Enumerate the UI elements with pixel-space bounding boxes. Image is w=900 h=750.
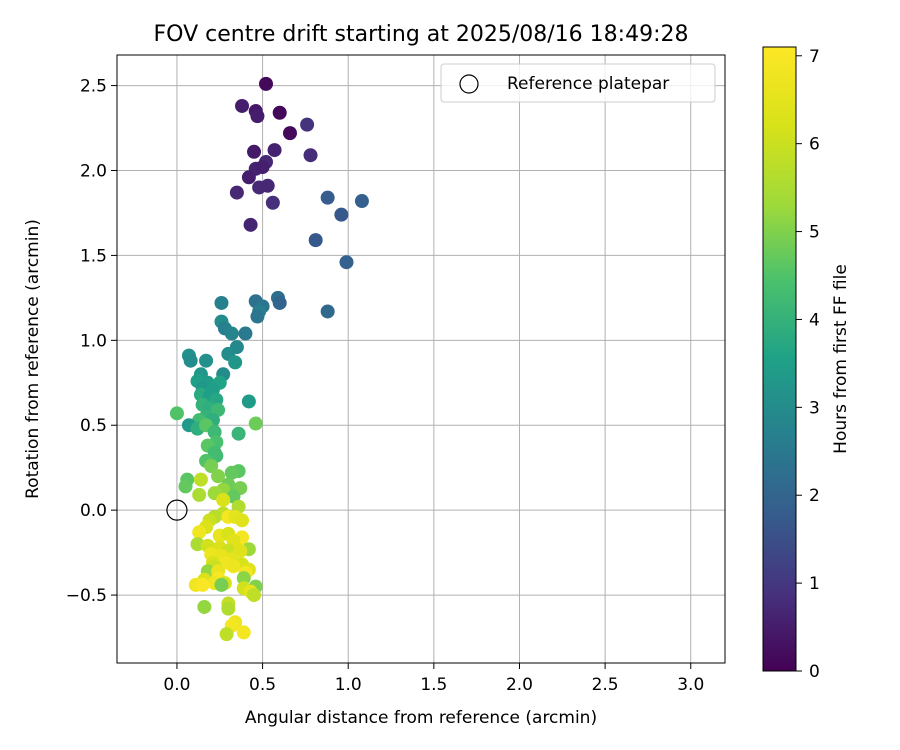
data-point: [265, 195, 280, 210]
data-point: [219, 627, 234, 642]
reference-layer: [166, 499, 188, 521]
data-point: [247, 588, 262, 603]
data-point: [214, 295, 229, 310]
data-point: [226, 559, 241, 574]
y-tick-label: 1.5: [80, 246, 107, 266]
x-tick-label: 1.0: [335, 675, 362, 695]
data-point: [216, 492, 231, 507]
plot-frame: [116, 54, 726, 664]
x-axis-label: Angular distance from reference (arcmin): [245, 708, 597, 728]
y-tick-label: 0.0: [80, 501, 107, 521]
data-point: [178, 479, 193, 494]
colorbar-ticks: 0 1 2 3 4 5 6 7: [796, 47, 820, 682]
data-point: [190, 537, 205, 552]
data-point: [303, 148, 318, 163]
colorbar-tick-label: 7: [809, 47, 820, 67]
data-point: [282, 126, 297, 141]
colorbar-label: Hours from first FF file: [831, 264, 851, 454]
x-axis-ticks: 0.0 0.5 1.0 1.5 2.0 2.5 3.0: [163, 663, 704, 695]
data-point: [231, 426, 246, 441]
data-point: [197, 599, 212, 614]
data-point: [193, 472, 208, 487]
data-point: [250, 309, 265, 324]
y-axis-ticks: −0.5 0.0 0.5 1.0 1.5 2.0 2.5: [66, 77, 117, 606]
data-point: [199, 353, 214, 368]
x-tick-label: 2.5: [592, 675, 619, 695]
data-point: [320, 190, 335, 205]
data-point: [272, 105, 287, 120]
y-tick-label: −0.5: [66, 586, 107, 606]
data-point: [211, 469, 226, 484]
data-point: [192, 487, 207, 502]
data-point: [224, 465, 239, 480]
colorbar: 0 1 2 3 4 5 6 7 Hours from first FF file: [762, 46, 851, 682]
data-point: [255, 160, 270, 175]
data-point: [236, 625, 251, 640]
data-point: [169, 406, 184, 421]
y-tick-label: 0.5: [80, 416, 107, 436]
data-point: [259, 76, 274, 91]
data-point: [247, 144, 262, 159]
legend-marker-open-circle: [459, 74, 479, 94]
data-point: [233, 543, 248, 558]
data-point: [214, 577, 229, 592]
data-point: [228, 355, 243, 370]
colorbar-tick-label: 4: [809, 310, 820, 330]
x-tick-label: 1.5: [420, 675, 447, 695]
colorbar-tick-label: 3: [809, 398, 820, 418]
data-point: [235, 98, 250, 113]
data-point: [224, 326, 239, 341]
data-points: [169, 76, 369, 642]
data-point: [229, 185, 244, 200]
legend-label: Reference platepar: [507, 74, 669, 94]
data-point: [267, 143, 282, 158]
reference-platepar-marker: [166, 499, 188, 521]
data-point: [354, 194, 369, 209]
data-point: [300, 117, 315, 132]
data-point: [183, 353, 198, 368]
data-point: [339, 255, 354, 270]
x-tick-label: 2.0: [506, 675, 533, 695]
data-point: [192, 525, 207, 540]
colorbar-tick-label: 2: [809, 486, 820, 506]
data-point: [241, 170, 256, 185]
data-point: [272, 295, 287, 310]
colorbar-tick-label: 5: [809, 223, 820, 243]
data-point: [195, 577, 210, 592]
y-tick-label: 2.5: [80, 77, 107, 97]
y-tick-label: 1.0: [80, 331, 107, 351]
chart-title: FOV centre drift starting at 2025/08/16 …: [154, 22, 689, 47]
x-tick-label: 3.0: [677, 675, 704, 695]
data-point: [241, 394, 256, 409]
y-axis-label: Rotation from reference (arcmin): [23, 219, 43, 499]
data-point: [243, 217, 258, 232]
y-tick-label: 2.0: [80, 161, 107, 181]
legend-box: [440, 63, 716, 103]
data-point: [334, 207, 349, 222]
colorbar-gradient: [762, 46, 797, 672]
data-point: [238, 326, 253, 341]
data-point: [235, 513, 250, 528]
data-point: [308, 233, 323, 248]
x-tick-label: 0.5: [249, 675, 276, 695]
data-point: [248, 416, 263, 431]
x-tick-label: 0.0: [163, 675, 190, 695]
legend: Reference platepar: [440, 63, 716, 103]
data-point: [221, 601, 236, 616]
colorbar-tick-label: 1: [809, 574, 820, 594]
data-point: [260, 178, 275, 193]
colorbar-tick-label: 6: [809, 135, 820, 155]
data-point: [236, 571, 251, 586]
colorbar-tick-label: 0: [809, 662, 820, 682]
data-point: [320, 304, 335, 319]
data-point: [250, 109, 265, 124]
data-point: [204, 458, 219, 473]
